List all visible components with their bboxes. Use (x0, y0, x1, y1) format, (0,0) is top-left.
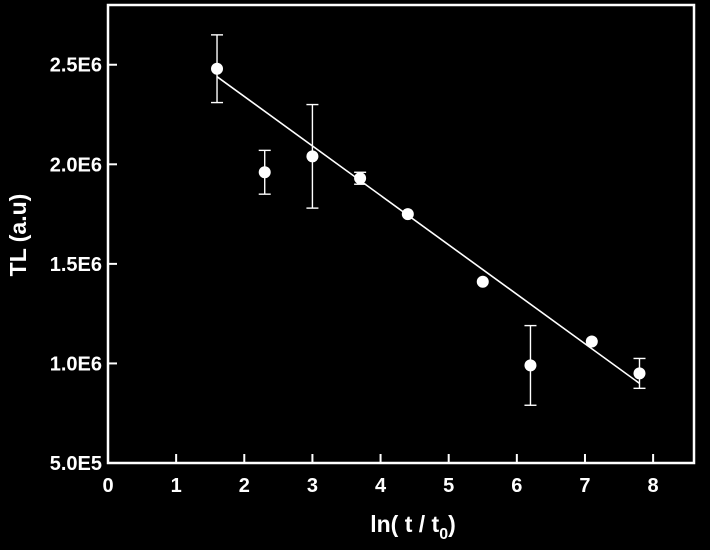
x-tick-label: 2 (239, 475, 250, 497)
x-tick-label: 0 (102, 475, 113, 497)
fit-line (216, 76, 640, 384)
y-tick-label: 2.5E6 (50, 55, 102, 77)
x-axis-ticks: 0 1 2 3 4 5 6 7 8 (102, 454, 659, 497)
data-point (354, 172, 367, 185)
data-point (306, 150, 319, 163)
x-tick-label: 6 (511, 475, 522, 497)
y-tick-label: 1.5E6 (50, 254, 102, 276)
fit-line-group (216, 76, 640, 384)
data-point (585, 335, 598, 348)
data-point (633, 367, 646, 380)
data-point (211, 62, 224, 75)
x-tick-label: 8 (648, 475, 659, 497)
x-tick-label: 1 (171, 475, 182, 497)
y-axis-label: TL (a.u) (5, 194, 31, 277)
data-point (524, 359, 537, 372)
data-point (401, 208, 414, 221)
data-point (476, 275, 489, 288)
x-axis-label: ln( t / t0) (370, 511, 456, 543)
y-axis-ticks: 5.0E5 1.0E6 1.5E6 2.0E6 2.5E6 (50, 55, 117, 475)
y-tick-label: 5.0E5 (50, 453, 102, 475)
x-tick-label: 7 (579, 475, 590, 497)
x-tick-label: 5 (443, 475, 454, 497)
x-tick-label: 4 (375, 475, 387, 497)
y-tick-label: 2.0E6 (50, 154, 102, 176)
data-points-group (211, 34, 646, 406)
x-tick-label: 3 (307, 475, 318, 497)
y-tick-label: 1.0E6 (50, 353, 102, 375)
plot-frame (106, 3, 696, 465)
data-point (258, 166, 271, 179)
